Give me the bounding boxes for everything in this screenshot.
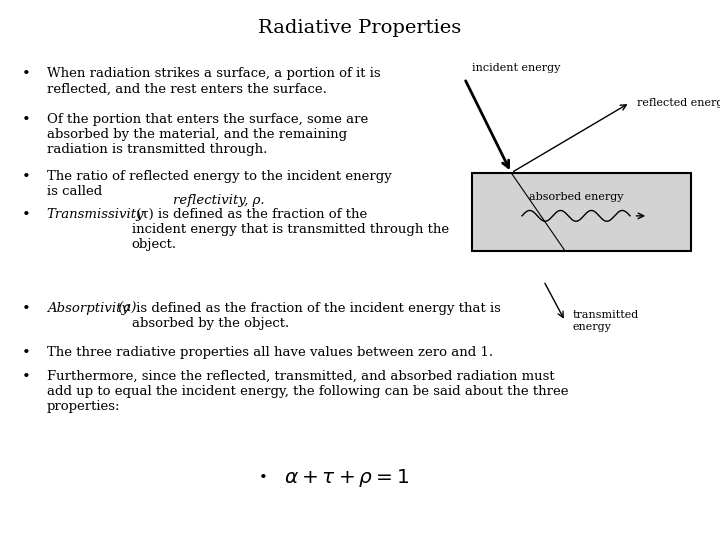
- Text: reflectivity, ρ.: reflectivity, ρ.: [173, 194, 264, 207]
- Text: Furthermore, since the reflected, transmitted, and absorbed radiation must
add u: Furthermore, since the reflected, transm…: [47, 370, 568, 413]
- Text: Transmissivity: Transmissivity: [47, 208, 145, 221]
- Bar: [472, 173, 691, 251]
- Text: •: •: [22, 170, 30, 184]
- Text: •: •: [259, 471, 268, 485]
- Text: •: •: [22, 208, 30, 222]
- Text: •: •: [22, 113, 30, 127]
- Text: (τ) is defined as the fraction of the
incident energy that is transmitted throug: (τ) is defined as the fraction of the in…: [132, 208, 449, 251]
- Text: The ratio of reflected energy to the incident energy
is called: The ratio of reflected energy to the inc…: [47, 170, 392, 198]
- Text: is defined as the fraction of the incident energy that is
absorbed by the object: is defined as the fraction of the incide…: [132, 302, 500, 330]
- Text: $\alpha + \tau +\rho = 1$: $\alpha + \tau +\rho = 1$: [284, 467, 410, 489]
- Text: incident energy: incident energy: [472, 63, 560, 73]
- Text: reflected energy: reflected energy: [637, 98, 720, 107]
- Text: Radiative Properties: Radiative Properties: [258, 19, 462, 37]
- Text: (a): (a): [114, 302, 137, 315]
- Text: •: •: [22, 68, 30, 82]
- Text: •: •: [22, 302, 30, 316]
- Text: transmitted
energy: transmitted energy: [572, 310, 639, 332]
- Text: Of the portion that enters the surface, some are
absorbed by the material, and t: Of the portion that enters the surface, …: [47, 113, 368, 157]
- Text: Absorptivity: Absorptivity: [47, 302, 129, 315]
- Text: •: •: [22, 346, 30, 360]
- Text: •: •: [22, 370, 30, 384]
- Text: The three radiative properties all have values between zero and 1.: The three radiative properties all have …: [47, 346, 493, 359]
- Text: When radiation strikes a surface, a portion of it is
reflected, and the rest ent: When radiation strikes a surface, a port…: [47, 68, 380, 96]
- Text: absorbed energy: absorbed energy: [528, 192, 624, 202]
